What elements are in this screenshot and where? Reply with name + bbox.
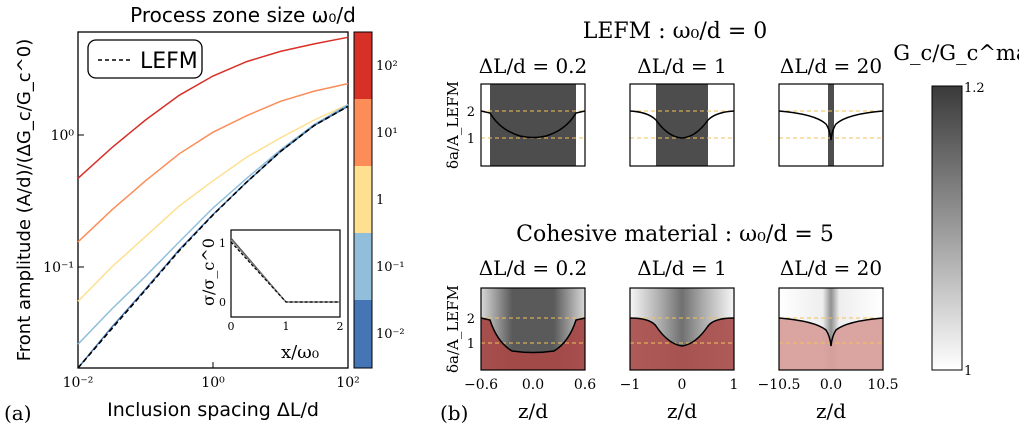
b-y-tick: 1 xyxy=(467,337,475,352)
b-x-tick: −0.6 xyxy=(464,377,498,393)
b-colorbar-label: G_c/G_c^mat xyxy=(893,41,1019,65)
series-line-10² xyxy=(77,36,349,179)
panel-a-curves xyxy=(77,36,349,369)
panel-b-label: (b) xyxy=(440,401,468,425)
b-x-tick: 10.5 xyxy=(867,377,898,393)
b-xlabel: z/d xyxy=(816,399,846,423)
b-x-tick: −10.5 xyxy=(758,377,801,393)
subplot-row1-col2 xyxy=(629,83,735,167)
legend-lefm-label: LEFM xyxy=(140,49,198,74)
b-xlabel: z/d xyxy=(518,399,548,423)
inset-curves xyxy=(230,237,340,303)
series-line-10¹ xyxy=(77,82,349,243)
col-title: ΔL/d = 1 xyxy=(637,54,726,78)
colorbar-segment xyxy=(354,166,372,233)
legend-box xyxy=(87,39,203,79)
b-x-tick: 0.0 xyxy=(820,377,842,393)
b-x-tick: −1 xyxy=(620,377,641,393)
subplot-row2-col2 xyxy=(629,287,735,371)
colorbar-segment xyxy=(354,300,372,368)
b-y-tick: 2 xyxy=(467,312,475,327)
b-y-tick: 2 xyxy=(467,105,475,120)
inset-x-tick: 1 xyxy=(283,320,290,333)
colorbar-segment xyxy=(354,99,372,166)
panel-a-label: (a) xyxy=(4,401,32,425)
inset-x-tick: 0 xyxy=(228,320,235,333)
panel-a-plot-frame xyxy=(77,31,349,369)
panel-a-ylabel: Front amplitude (A/d)/(ΔG_c/G_c^0) xyxy=(14,39,35,362)
colorbar-tick: 10⁻¹ xyxy=(376,260,405,275)
colorbar-segment xyxy=(354,32,372,99)
b-ylabel: δa/A_LEFM xyxy=(444,285,462,373)
colorbar-tick: 10¹ xyxy=(376,126,398,141)
x-tick-label: 10⁰ xyxy=(201,375,225,391)
b-colorbar-tick: 1 xyxy=(964,364,972,379)
b-y-tick: 1 xyxy=(467,132,475,147)
b-xlabel: z/d xyxy=(667,399,697,423)
b-colorbar xyxy=(931,85,963,371)
subplot-row2-col3 xyxy=(778,287,884,371)
panel-a-ticks xyxy=(77,134,349,368)
inset-frame xyxy=(230,229,341,318)
panel-a-title: Process zone size ω₀/d xyxy=(130,3,356,27)
panel-a-xlabel: Inclusion spacing ΔL/d xyxy=(107,399,319,421)
col-title: ΔL/d = 20 xyxy=(780,256,882,280)
series-line-1 xyxy=(77,103,349,302)
colorbar-tick: 10⁻² xyxy=(376,327,405,342)
inset-xlabel: x/ω₀ xyxy=(281,342,319,363)
x-tick-label: 10⁻² xyxy=(63,375,94,391)
col-title: ΔL/d = 20 xyxy=(780,54,882,78)
subplot-row1-col1 xyxy=(480,83,586,167)
inset-y-tick: 0 xyxy=(219,296,226,309)
subplot-row2-col1 xyxy=(480,287,586,371)
y-tick-label: 10⁰ xyxy=(51,128,75,144)
b-colorbar-tick: 1.2 xyxy=(964,81,985,96)
series-line-10⁻¹ xyxy=(77,103,349,345)
inset-x-tick: 2 xyxy=(337,320,344,333)
x-tick-label: 10² xyxy=(336,375,359,391)
y-tick-label: 10⁻¹ xyxy=(43,260,74,276)
colorbar-segment xyxy=(354,233,372,300)
colorbar-tick: 10² xyxy=(376,59,398,74)
col-title: ΔL/d = 0.2 xyxy=(479,54,588,78)
inset-ylabel: σ/σ_c^0 xyxy=(199,238,218,306)
b-x-tick: 0.0 xyxy=(522,377,544,393)
series-line-LEFM xyxy=(77,105,349,369)
inset-y-tick: 1 xyxy=(219,237,226,250)
col-title: ΔL/d = 1 xyxy=(637,256,726,280)
b-x-tick: 0.6 xyxy=(574,377,596,393)
b-ylabel: δa/A_LEFM xyxy=(444,81,462,169)
subplot-row1-col3 xyxy=(778,83,884,167)
b-x-tick: 1 xyxy=(730,377,739,393)
col-title: ΔL/d = 0.2 xyxy=(479,256,588,280)
b-x-tick: 0 xyxy=(678,377,687,393)
row2-title: Cohesive material : ω₀/d = 5 xyxy=(516,222,834,247)
colorbar-tick: 1 xyxy=(376,193,384,208)
panel-a-colorbar xyxy=(353,31,373,369)
row1-title: LEFM : ω₀/d = 0 xyxy=(583,19,768,44)
